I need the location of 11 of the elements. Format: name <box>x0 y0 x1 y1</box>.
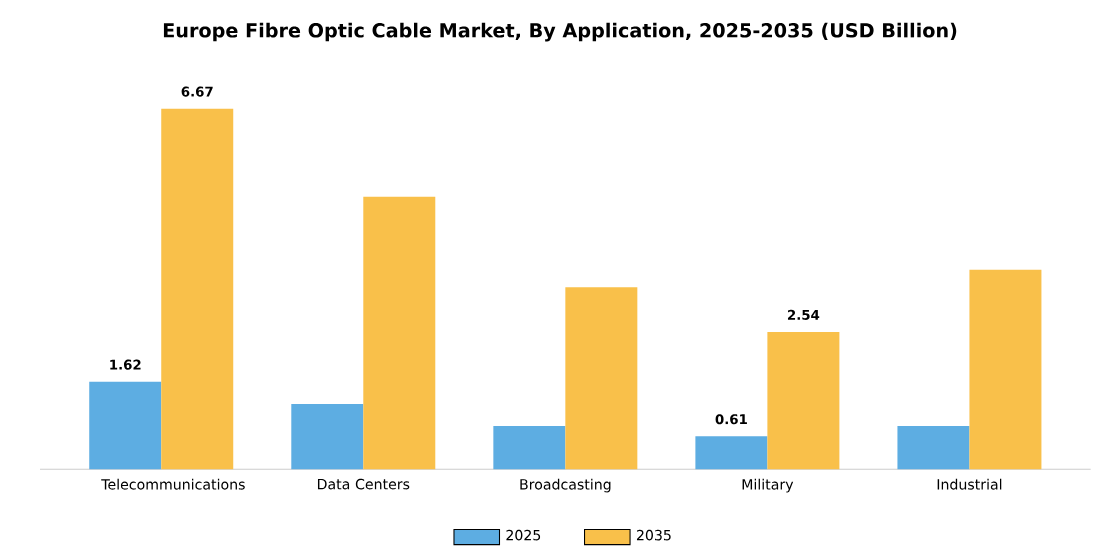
chart-title: Europe Fibre Optic Cable Market, By Application, 2025-2035 (USD Billion) <box>163 22 957 42</box>
bar <box>161 108 234 470</box>
bar <box>565 287 638 470</box>
bar <box>695 436 768 470</box>
bar <box>897 426 970 470</box>
bar <box>291 403 364 470</box>
bar <box>767 332 840 470</box>
bar <box>969 269 1042 470</box>
bar <box>363 196 436 470</box>
bar <box>89 381 162 470</box>
bar <box>493 426 566 470</box>
